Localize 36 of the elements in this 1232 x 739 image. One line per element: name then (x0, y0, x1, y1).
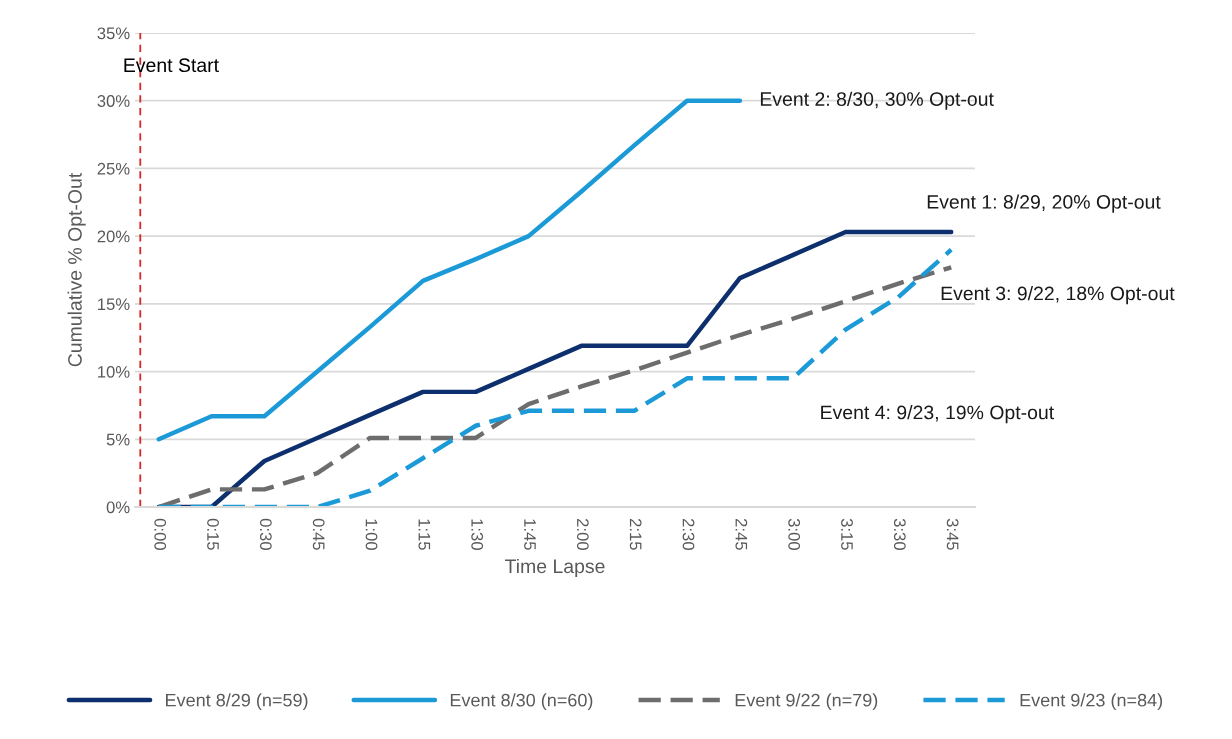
x-tick-label: 0:00 (154, 518, 167, 550)
y-tick-label: 25% (97, 162, 130, 175)
y-tick-label: 20% (97, 230, 130, 243)
x-tick-label: 3:00 (788, 518, 801, 550)
legend-label: Event 9/23 (n=84) (1020, 693, 1163, 711)
line-series (156, 98, 743, 442)
ref-line-label: Event Start (124, 58, 219, 73)
x-tick-label: 0:30 (259, 518, 272, 550)
y-axis-title: Cumulative % Opt-Out (67, 172, 86, 367)
x-tick-label: 2:45 (735, 518, 748, 550)
annotation: Event 1: 8/29, 20% Opt-out (927, 194, 1161, 213)
legend-label: Event 9/22 (n=79) (735, 693, 878, 711)
x-tick-label: 1:45 (524, 519, 536, 550)
y-tick-label: 5% (106, 433, 130, 446)
annotation: Event 4: 9/23, 19% Opt-out (821, 405, 1055, 424)
annotation: Event 3: 9/22, 18% Opt-out (941, 286, 1175, 305)
x-tick-label: 2:00 (576, 518, 589, 550)
x-tick-label: 0:45 (312, 518, 325, 550)
annotation: Event 2: 8/30, 30% Opt-out (760, 91, 994, 110)
x-tick-label: 3:15 (841, 518, 853, 550)
x-tick-label: 2:30 (682, 518, 695, 550)
legend-label: Event 8/30 (n=60) (450, 693, 593, 711)
x-tick-label: 1:30 (471, 519, 484, 550)
y-tick-label: 10% (98, 365, 130, 378)
y-tick-label: 35% (97, 27, 130, 40)
x-tick-label: 0:15 (207, 518, 219, 550)
x-tick-label: 1:15 (418, 519, 431, 550)
x-tick-label: 3:30 (893, 518, 906, 550)
y-tick-label: 0% (106, 501, 130, 514)
x-tick-label: 3:45 (946, 518, 959, 550)
legend-label: Event 8/29 (n=59) (166, 693, 308, 711)
x-tick-label: 1:00 (365, 519, 378, 550)
y-tick-label: 15% (98, 298, 130, 311)
y-tick-label: 30% (97, 95, 130, 107)
x-axis-title: Time Lapse (505, 558, 605, 578)
x-tick-label: 2:15 (629, 518, 642, 550)
